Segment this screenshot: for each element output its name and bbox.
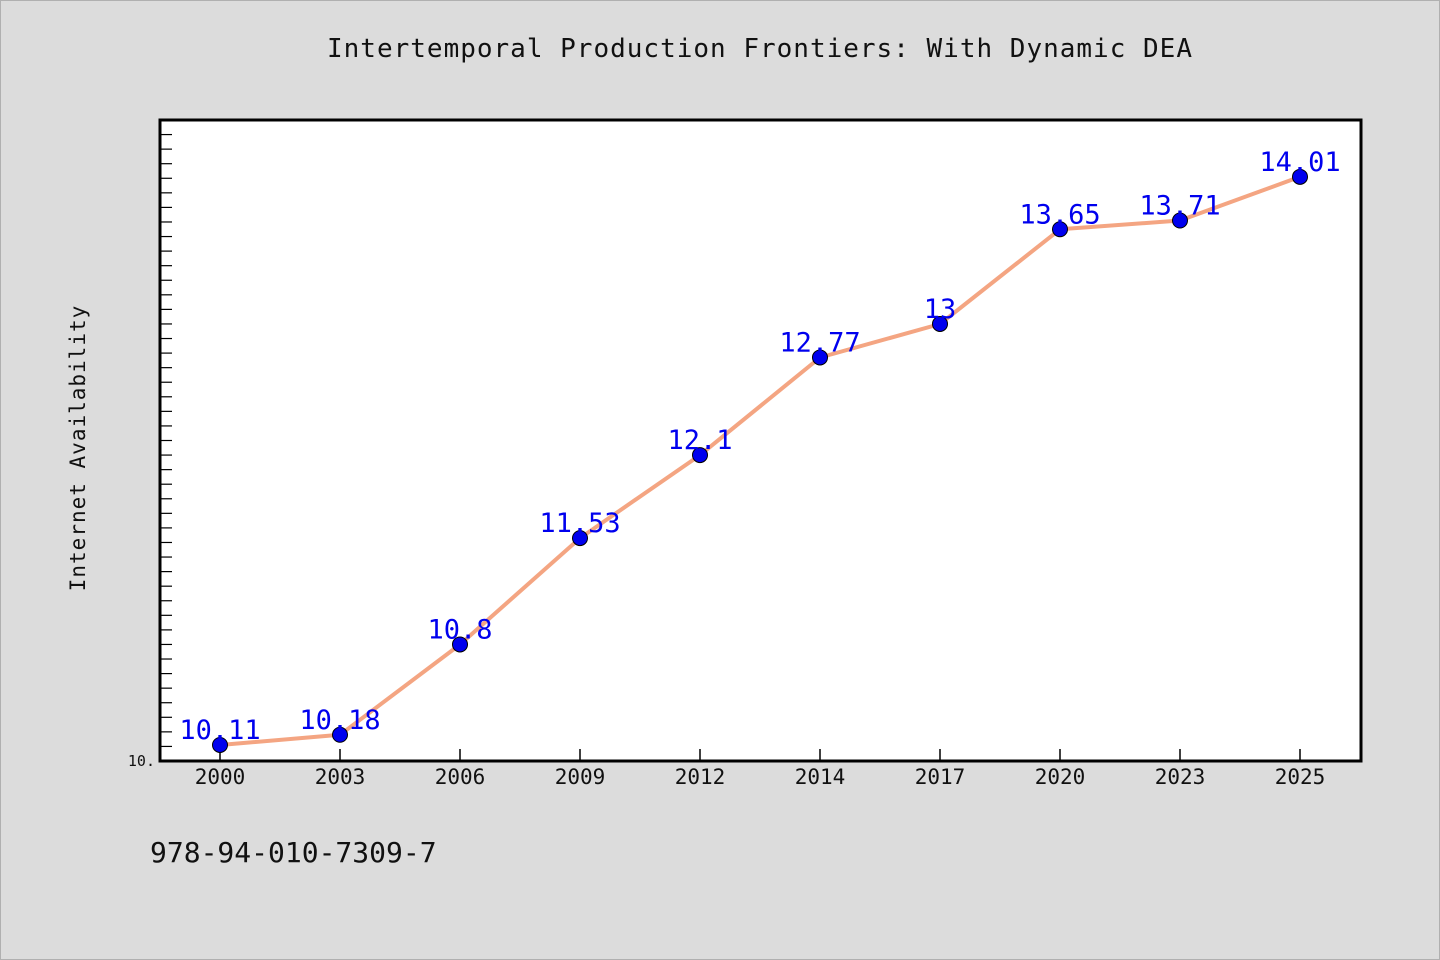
x-tick-label: 2009: [555, 765, 606, 789]
plot-area: [158, 118, 1363, 763]
data-points: [212, 168, 1308, 753]
data-label: 10.8: [427, 614, 492, 645]
data-point: [692, 447, 708, 464]
data-point: [452, 636, 468, 653]
data-point: [1172, 212, 1188, 229]
data-label: 13.65: [1019, 199, 1100, 230]
data-label: 12.1: [667, 425, 732, 456]
x-tick-label: 2025: [1275, 765, 1326, 789]
data-label: 14.01: [1259, 147, 1340, 178]
data-label: 13.71: [1139, 191, 1220, 222]
x-axis-ticks: 2000 2003 2006 2009 2012 2014 2017 2020 2023 2025: [195, 749, 1326, 789]
x-tick-label: 2012: [675, 765, 726, 789]
data-labels: 10.11 10.18 10.8 11.53 12.1 12.77 13 13.65 13.71…: [179, 147, 1340, 746]
data-point: [332, 726, 348, 743]
series-line: [218, 174, 1302, 747]
data-point: [812, 349, 828, 366]
data-label: 11.53: [539, 508, 620, 539]
y-tick-label: 10.: [128, 752, 155, 770]
x-tick-label: 2017: [915, 765, 966, 789]
x-tick-label: 2000: [195, 765, 246, 789]
chart-title: Intertemporal Production Frontiers: With…: [327, 34, 1193, 64]
x-tick-label: 2006: [435, 765, 486, 789]
data-label: 12.77: [779, 327, 860, 358]
data-point: [932, 315, 948, 332]
data-label: 13: [924, 294, 957, 325]
x-tick-label: 2003: [315, 765, 366, 789]
data-point: [1292, 168, 1308, 185]
data-point: [1052, 221, 1068, 238]
isbn-footnote: 978-94-010-7309-7: [150, 836, 437, 869]
data-label: 10.11: [179, 715, 260, 746]
data-point: [212, 736, 228, 753]
data-label: 10.18: [299, 705, 380, 736]
y-axis-ticks: 10.: [128, 133, 172, 770]
x-tick-label: 2014: [795, 765, 846, 789]
x-tick-label: 2023: [1155, 765, 1206, 789]
data-point: [572, 530, 588, 547]
x-tick-label: 2020: [1035, 765, 1086, 789]
